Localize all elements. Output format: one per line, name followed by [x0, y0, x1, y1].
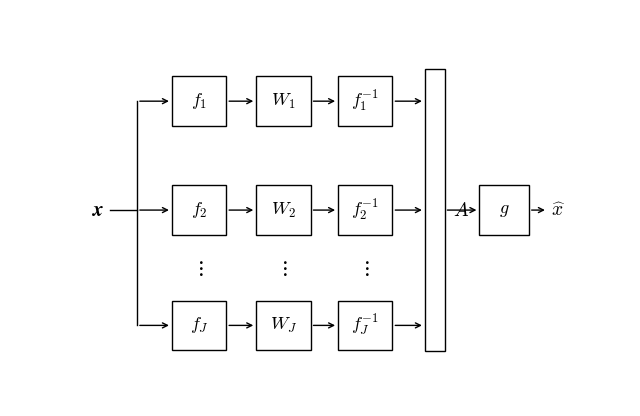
FancyBboxPatch shape — [425, 69, 445, 351]
Text: $W_1$: $W_1$ — [271, 92, 296, 111]
Text: $f_1^{-1}$: $f_1^{-1}$ — [351, 89, 379, 114]
FancyBboxPatch shape — [172, 185, 227, 235]
Text: $f_2^{-1}$: $f_2^{-1}$ — [351, 198, 379, 223]
FancyBboxPatch shape — [256, 301, 310, 350]
Text: $W_2$: $W_2$ — [271, 201, 296, 220]
FancyBboxPatch shape — [172, 77, 227, 126]
Text: $\widehat{x}$: $\widehat{x}$ — [551, 201, 566, 220]
Text: $f_J^{-1}$: $f_J^{-1}$ — [351, 313, 379, 338]
FancyBboxPatch shape — [338, 185, 392, 235]
Text: $\boldsymbol{x}$: $\boldsymbol{x}$ — [92, 200, 105, 220]
FancyBboxPatch shape — [256, 185, 310, 235]
Text: $\boldsymbol{f_2}$: $\boldsymbol{f_2}$ — [191, 200, 207, 220]
Text: $\vdots$: $\vdots$ — [361, 258, 369, 278]
FancyBboxPatch shape — [172, 301, 227, 350]
Text: $\boldsymbol{f_1}$: $\boldsymbol{f_1}$ — [191, 91, 207, 111]
Text: $\vdots$: $\vdots$ — [279, 258, 288, 278]
Text: $\boldsymbol{f_J}$: $\boldsymbol{f_J}$ — [189, 315, 209, 335]
FancyBboxPatch shape — [479, 185, 529, 235]
Text: $g$: $g$ — [499, 201, 509, 219]
FancyBboxPatch shape — [338, 301, 392, 350]
Text: $A$: $A$ — [454, 201, 470, 220]
FancyBboxPatch shape — [256, 77, 310, 126]
Text: $\vdots$: $\vdots$ — [195, 258, 204, 278]
FancyBboxPatch shape — [338, 77, 392, 126]
Text: $W_J$: $W_J$ — [270, 316, 297, 335]
